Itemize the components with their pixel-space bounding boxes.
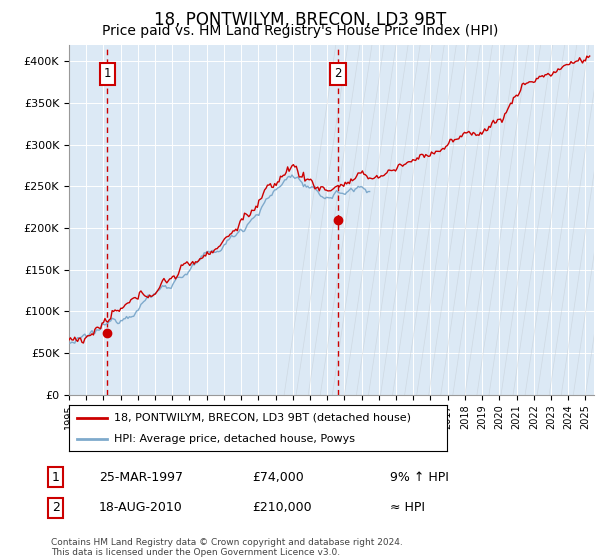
Text: 18-AUG-2010: 18-AUG-2010 bbox=[99, 501, 183, 515]
Text: 1: 1 bbox=[104, 67, 111, 81]
Text: £74,000: £74,000 bbox=[252, 470, 304, 484]
Text: 2: 2 bbox=[334, 67, 342, 81]
Text: 2: 2 bbox=[52, 501, 60, 515]
Text: 25-MAR-1997: 25-MAR-1997 bbox=[99, 470, 183, 484]
Bar bbox=[370, 45, 594, 395]
Text: ≈ HPI: ≈ HPI bbox=[390, 501, 425, 515]
Text: 1: 1 bbox=[52, 470, 60, 484]
Text: 9% ↑ HPI: 9% ↑ HPI bbox=[390, 470, 449, 484]
Text: Price paid vs. HM Land Registry's House Price Index (HPI): Price paid vs. HM Land Registry's House … bbox=[102, 24, 498, 38]
Text: HPI: Average price, detached house, Powys: HPI: Average price, detached house, Powy… bbox=[115, 435, 355, 444]
Text: 18, PONTWILYM, BRECON, LD3 9BT: 18, PONTWILYM, BRECON, LD3 9BT bbox=[154, 11, 446, 29]
Text: Contains HM Land Registry data © Crown copyright and database right 2024.
This d: Contains HM Land Registry data © Crown c… bbox=[51, 538, 403, 557]
Text: 18, PONTWILYM, BRECON, LD3 9BT (detached house): 18, PONTWILYM, BRECON, LD3 9BT (detached… bbox=[115, 413, 412, 423]
Text: £210,000: £210,000 bbox=[252, 501, 311, 515]
